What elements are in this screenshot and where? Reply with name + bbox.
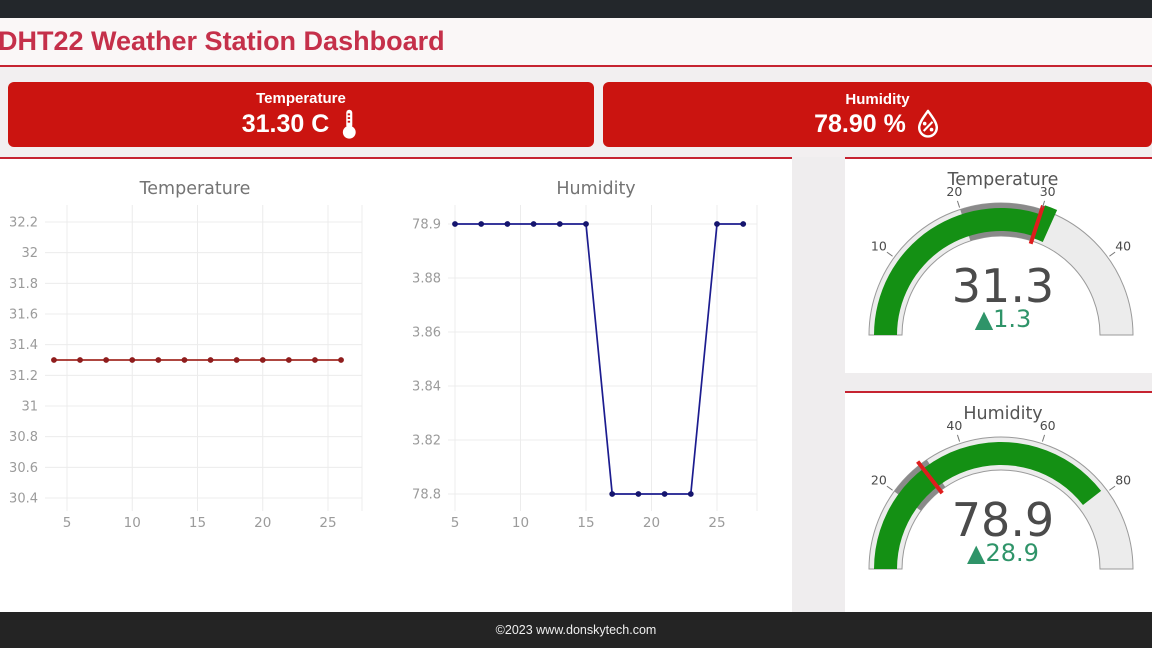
svg-text:Humidity: Humidity [963,404,1042,424]
svg-text:20: 20 [643,515,660,531]
svg-text:3.82: 3.82 [412,434,441,449]
line-charts: Temperature 32.2 32 31.8 31.6 31.4 31.2 31 30.8 3… [9,179,758,531]
svg-text:78.9: 78.9 [952,493,1054,547]
thermometer-icon [338,108,360,140]
humidity-card-label: Humidity [845,90,910,108]
svg-text:31: 31 [21,400,38,415]
temperature-card: Temperature 31.30 C [8,82,594,147]
svg-text:Humidity: Humidity [556,179,635,199]
svg-text:32: 32 [21,246,38,261]
svg-text:Temperature: Temperature [139,179,251,199]
svg-text:10: 10 [871,239,887,254]
svg-text:31.4: 31.4 [9,338,38,353]
svg-text:20: 20 [254,515,271,531]
top-navigation-bar [0,0,1152,18]
temperature-chart: Temperature 32.2 32 31.8 31.6 31.4 31.2 31 30.8 3… [9,179,363,531]
footer-text: ©2023 www.donskytech.com [495,623,657,637]
svg-text:32.2: 32.2 [9,216,38,231]
humidity-gauge-card: Humidity 20 40 60 80 78.9 ▲28.9 [845,391,1152,612]
metric-cards-row: Temperature 31.30 C Humidity 78.90 % [0,67,1152,157]
svg-text:31.6: 31.6 [9,308,38,323]
humidity-card-value: 78.90 % [814,109,906,138]
temperature-card-value: 31.30 C [241,109,330,138]
svg-text:▲1.3: ▲1.3 [975,305,1032,333]
svg-text:78.8: 78.8 [412,488,441,503]
humidity-card: Humidity 78.90 % [603,82,1152,147]
svg-text:30: 30 [1040,184,1056,199]
svg-text:5: 5 [63,515,72,531]
page-footer: ©2023 www.donskytech.com [0,612,1152,648]
svg-text:25: 25 [708,515,725,531]
svg-text:20: 20 [871,473,887,488]
svg-text:31.2: 31.2 [9,369,38,384]
svg-text:31.3: 31.3 [952,259,1054,313]
droplet-percent-icon [915,109,941,139]
temperature-gauge-card: Temperature 10 20 30 40 31.3 ▲1.3 [845,157,1152,373]
svg-text:40: 40 [1115,239,1131,254]
humidity-gauge: Humidity 20 40 60 80 78.9▲28.9 [868,404,1134,570]
svg-text:3.84: 3.84 [412,380,441,395]
svg-text:30.8: 30.8 [9,430,38,445]
svg-text:10: 10 [512,515,529,531]
svg-text:31.8: 31.8 [9,277,38,292]
svg-text:15: 15 [577,515,594,531]
svg-text:10: 10 [124,515,141,531]
svg-text:3.86: 3.86 [412,326,441,341]
svg-text:78.9: 78.9 [412,218,441,233]
svg-text:▲28.9: ▲28.9 [967,539,1039,567]
page-title: DHT22 Weather Station Dashboard [0,26,445,56]
temperature-gauge: Temperature 10 20 30 40 31.3▲1.3 [868,170,1134,336]
svg-text:20: 20 [946,184,962,199]
svg-text:30.4: 30.4 [9,492,38,507]
svg-text:80: 80 [1115,473,1131,488]
svg-text:5: 5 [451,515,460,531]
humidity-chart: Humidity 78.9 3.88 3.86 3.84 3.82 78.8 5 10 15 20 2… [412,179,758,531]
page-header: DHT22 Weather Station Dashboard [0,18,1152,67]
svg-text:25: 25 [319,515,336,531]
svg-text:3.88: 3.88 [412,272,441,287]
charts-panel: Temperature 32.2 32 31.8 31.6 31.4 31.2 31 30.8 3… [0,157,792,612]
svg-text:Temperature: Temperature [947,170,1059,190]
svg-text:30.6: 30.6 [9,461,38,476]
svg-text:60: 60 [1040,418,1056,433]
temperature-card-label: Temperature [256,89,346,107]
main-content: Temperature 32.2 32 31.8 31.6 31.4 31.2 31 30.8 3… [0,157,1152,612]
svg-text:15: 15 [189,515,206,531]
svg-text:40: 40 [946,418,962,433]
